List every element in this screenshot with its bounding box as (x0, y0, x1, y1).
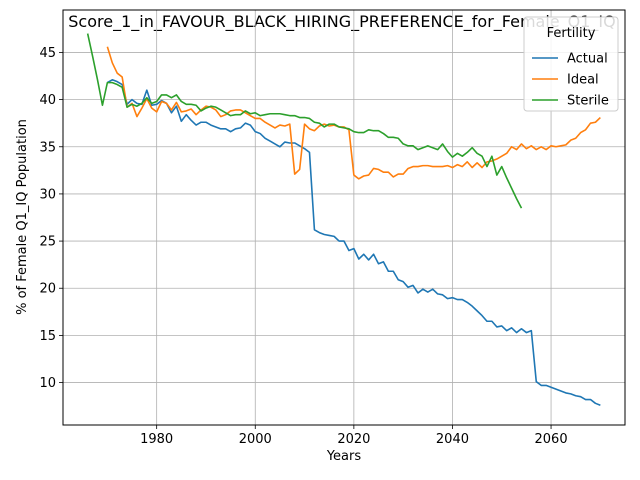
x-tick-label: 2000 (239, 432, 272, 447)
y-tick-label: 20 (39, 282, 56, 297)
y-tick-label: 15 (39, 329, 56, 344)
legend-title: Fertility (547, 26, 596, 41)
x-tick-label: 2060 (535, 432, 568, 447)
y-tick-label: 30 (39, 187, 56, 202)
x-tick-label: 2020 (337, 432, 370, 447)
series-line-ideal (106, 46, 601, 180)
plot-frame (62, 9, 626, 426)
x-tick-label: 2040 (436, 432, 469, 447)
y-tick-label: 10 (39, 376, 56, 391)
legend-label-sterile: Sterile (567, 94, 609, 109)
y-tick-label: 35 (39, 140, 56, 155)
chart-title: Score_1_in_FAVOUR_BLACK_HIRING_PREFERENC… (68, 12, 615, 32)
series-line-sterile (86, 33, 523, 209)
y-axis-title: % of Female Q1_IQ Population (15, 119, 30, 315)
x-axis: 1980 2000 2020 2040 2060 (140, 425, 568, 447)
legend-box (523, 16, 619, 112)
legend-label-ideal: Ideal (567, 73, 599, 88)
series-line-actual (106, 79, 601, 406)
series-lines (86, 33, 601, 406)
x-axis-title: Years (326, 449, 362, 464)
y-tick-label: 25 (39, 235, 56, 250)
y-tick-label: 40 (39, 93, 56, 108)
x-tick-label: 1980 (140, 432, 173, 447)
legend-entries: Actual Ideal Sterile (532, 52, 609, 109)
y-axis: 10 15 20 25 30 35 40 45 (39, 46, 63, 391)
legend: Fertility Actual Ideal Sterile (523, 16, 619, 112)
y-tick-label: 45 (39, 46, 56, 61)
legend-label-actual: Actual (567, 52, 608, 67)
